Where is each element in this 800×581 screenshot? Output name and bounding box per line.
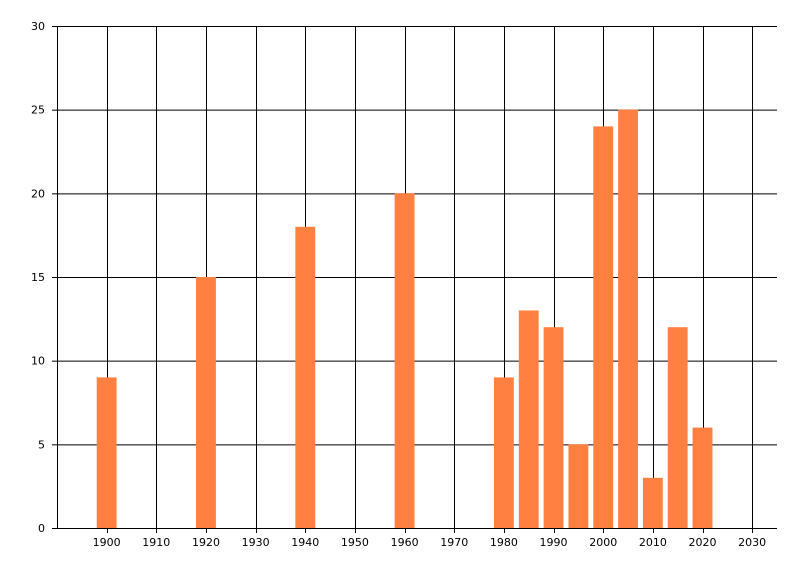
x-tick-label: 1940 xyxy=(291,536,319,549)
x-tick-label: 1920 xyxy=(192,536,220,549)
bar xyxy=(543,327,564,528)
x-tick-label: 1990 xyxy=(540,536,568,549)
y-tick-label: 10 xyxy=(31,355,45,368)
bar xyxy=(295,226,316,529)
x-tick-label: 1910 xyxy=(142,536,170,549)
bar xyxy=(667,327,688,528)
y-tick-labels: 0 5 10 15 20 25 30 xyxy=(31,20,45,535)
bar-series xyxy=(96,109,713,529)
bar xyxy=(518,310,539,528)
bar xyxy=(196,277,216,528)
x-tick-labels: 1900 1910 1920 1930 1940 1950 1960 1970 1980 1990… xyxy=(93,536,767,549)
bar xyxy=(96,377,117,528)
bar xyxy=(493,377,514,528)
x-tick-label: 1970 xyxy=(440,536,468,549)
x-tick-label: 2010 xyxy=(639,536,667,549)
bar xyxy=(642,477,663,528)
x-tick-label: 2030 xyxy=(738,536,766,549)
x-tick-label: 1950 xyxy=(341,536,369,549)
bar xyxy=(394,193,415,529)
y-tick-label: 30 xyxy=(31,20,45,33)
axes xyxy=(52,26,777,533)
y-tick-label: 25 xyxy=(31,104,45,117)
bar xyxy=(593,126,614,529)
y-tick-label: 15 xyxy=(31,271,45,284)
x-tick-label: 1900 xyxy=(93,536,121,549)
x-tick-label: 2000 xyxy=(589,536,617,549)
x-tick-label: 1980 xyxy=(490,536,518,549)
bar xyxy=(618,109,638,529)
x-tick-label: 1960 xyxy=(391,536,419,549)
y-tick-label: 20 xyxy=(31,187,45,200)
y-tick-label: 0 xyxy=(38,522,45,535)
x-tick-label: 2020 xyxy=(689,536,717,549)
bar xyxy=(568,444,589,528)
bar xyxy=(692,427,713,528)
y-tick-label: 5 xyxy=(38,438,45,451)
x-tick-label: 1930 xyxy=(242,536,270,549)
